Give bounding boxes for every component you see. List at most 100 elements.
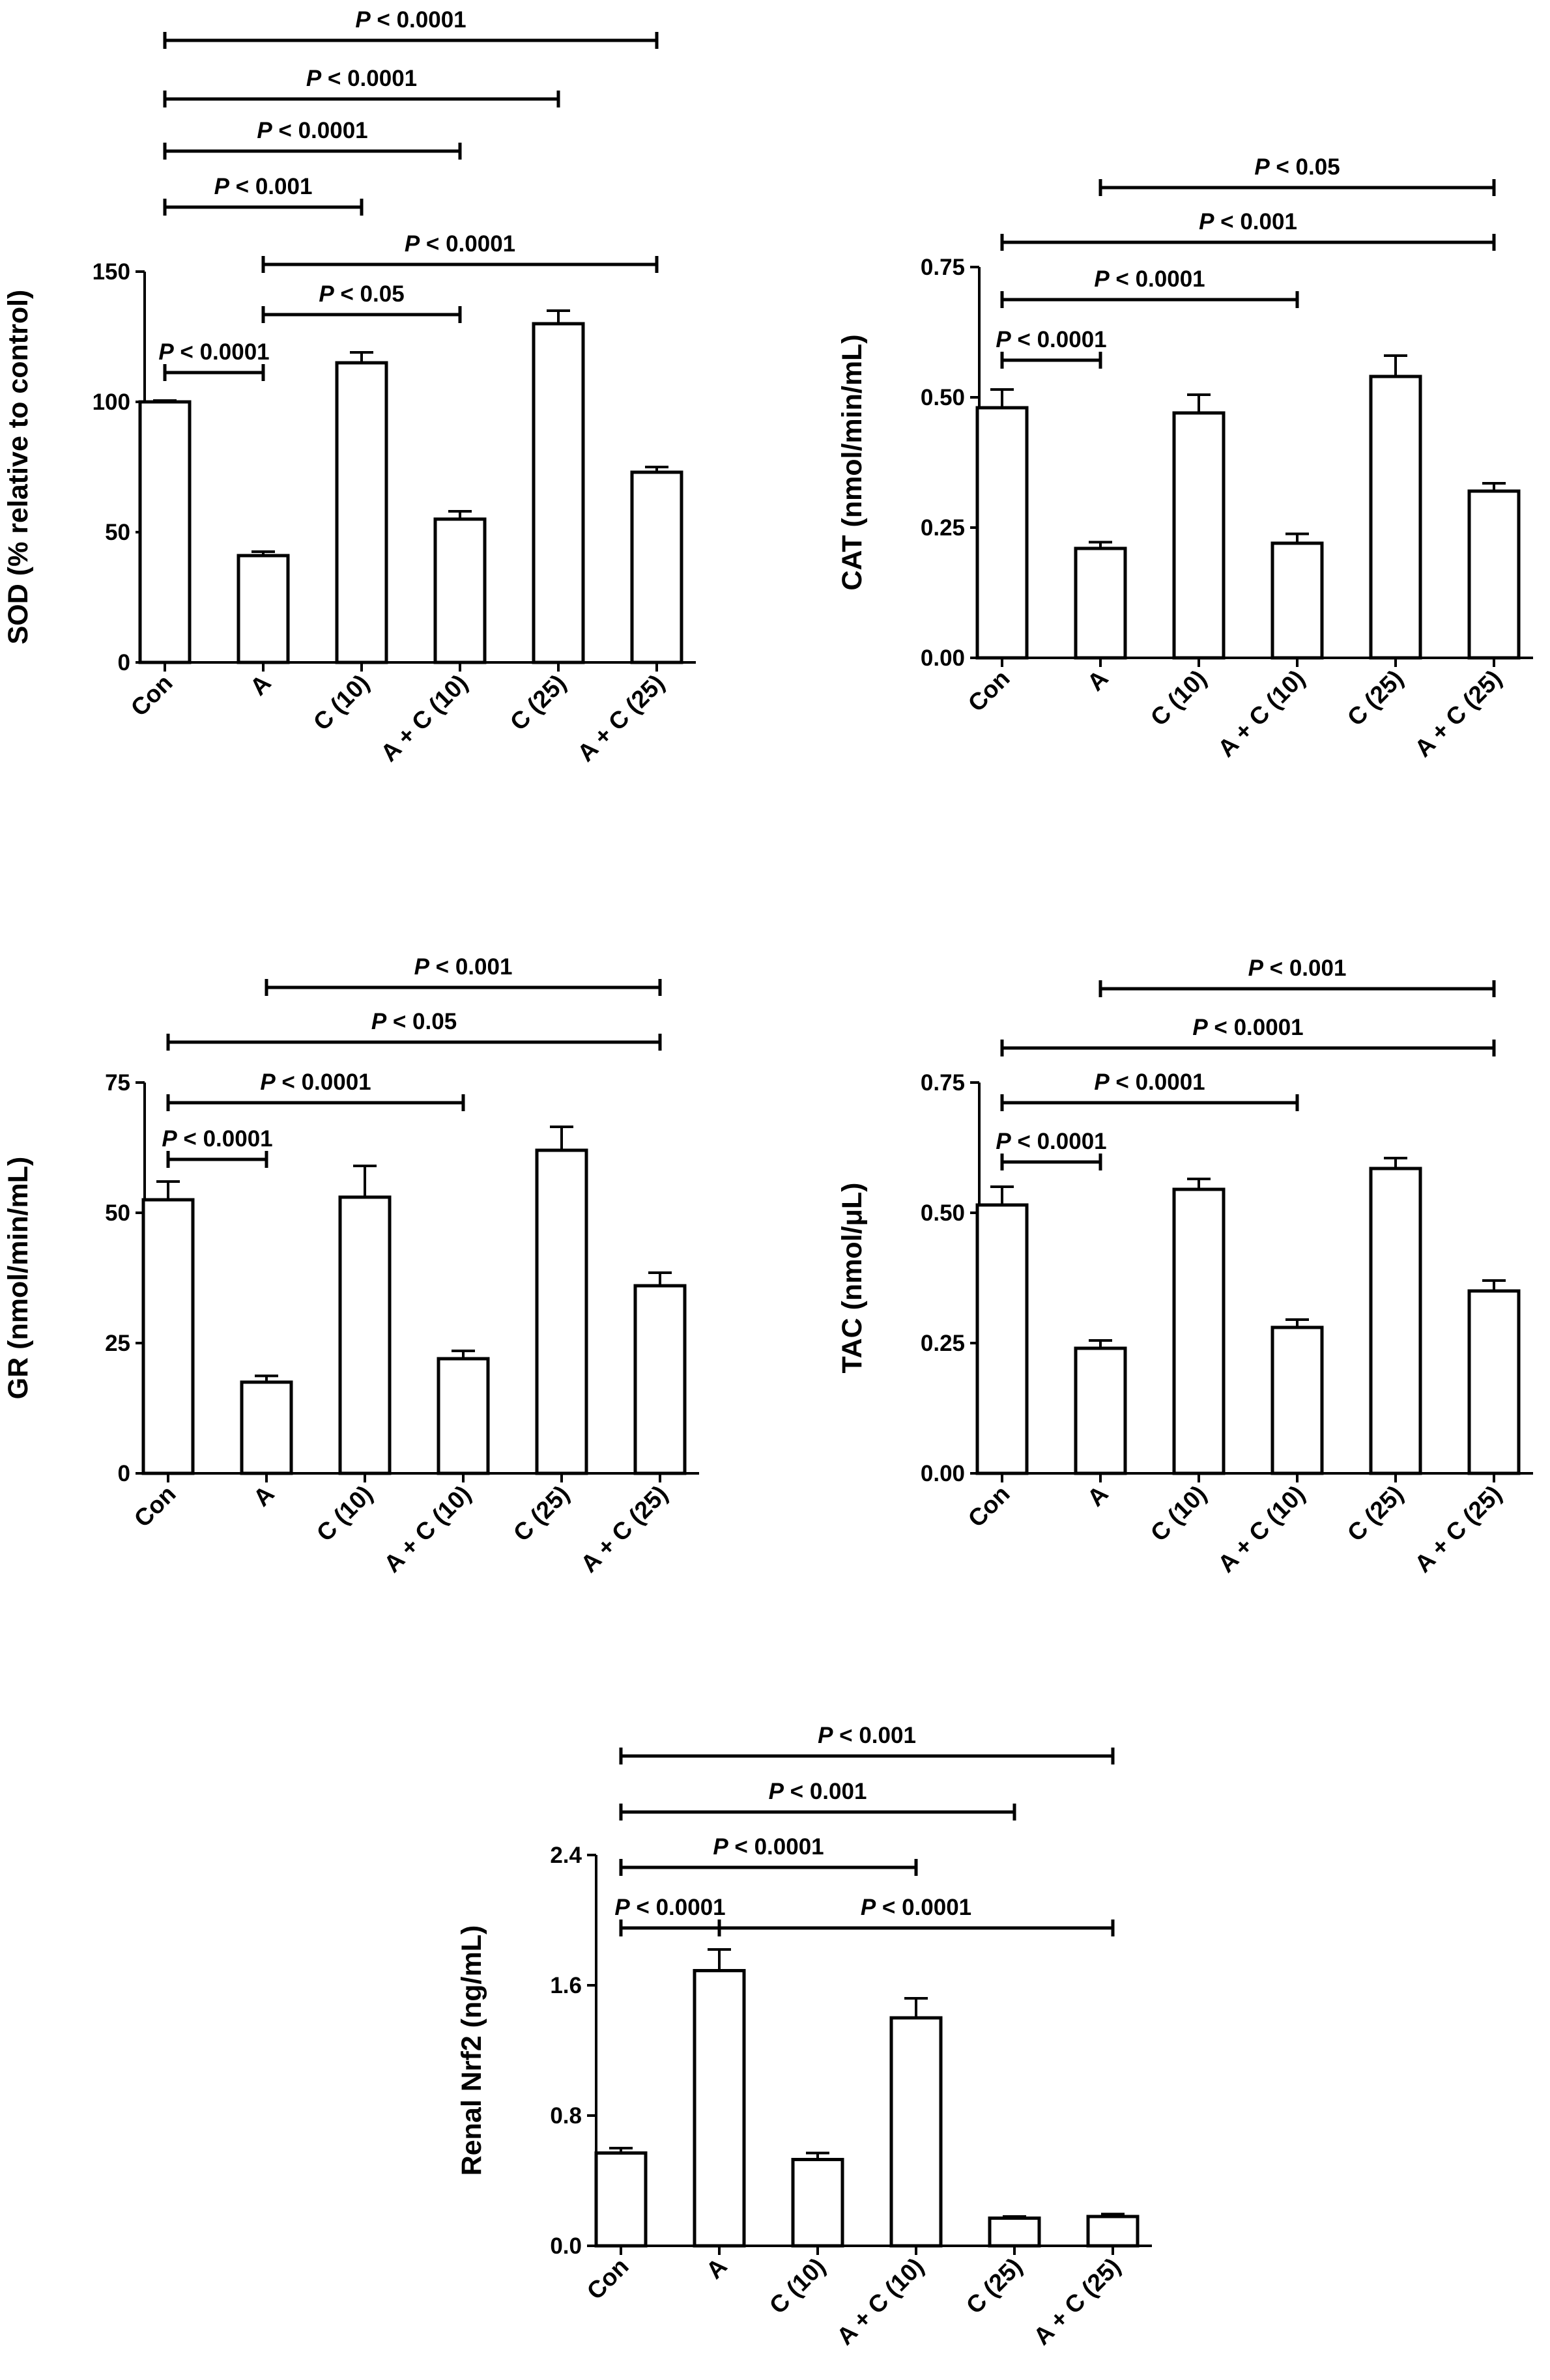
y-tick-label: 0.50: [921, 385, 965, 410]
bar: [988, 2217, 1041, 2248]
y-tick-label: 0.75: [921, 1070, 965, 1096]
bar: [1270, 541, 1324, 660]
category-label: C (10): [764, 2253, 831, 2319]
p-value-symbol: P: [162, 1126, 177, 1152]
p-value-symbol: P: [260, 1070, 276, 1095]
category-label: C (10): [1145, 665, 1212, 731]
bar: [693, 1969, 746, 2248]
category-label: A + C (10): [379, 1480, 476, 1578]
p-value-label: P < 0.0001: [260, 1070, 371, 1095]
category-label: C (25): [505, 670, 571, 736]
p-value-symbol: P: [414, 954, 430, 980]
p-value-symbol: P: [861, 1895, 876, 1920]
p-value-text: < 0.0001: [1011, 1129, 1107, 1154]
bar: [1074, 546, 1127, 660]
bar: [630, 470, 683, 664]
p-value-text: < 0.0001: [276, 1070, 371, 1095]
p-value-symbol: P: [1254, 154, 1270, 180]
p-value-text: < 0.0001: [174, 339, 270, 365]
p-value-text: < 0.0001: [321, 66, 417, 91]
p-value-text: < 0.0001: [177, 1126, 273, 1152]
p-value-text: < 0.001: [1214, 209, 1297, 234]
bar: [335, 361, 388, 664]
y-tick-label: 2.4: [550, 1843, 582, 1868]
category-label: A + C (25): [1028, 2253, 1125, 2350]
bar: [237, 554, 290, 664]
category-label: A + C (10): [1213, 665, 1310, 762]
y-tick-label: 150: [93, 259, 130, 285]
bar: [240, 1380, 293, 1475]
y-tick-label: 50: [105, 520, 130, 545]
category-label: Con: [126, 670, 178, 722]
p-value-symbol: P: [355, 7, 371, 33]
category-label: Con: [963, 1480, 1015, 1533]
bar: [975, 1203, 1029, 1475]
p-value-label: P < 0.0001: [614, 1895, 725, 1920]
y-tick-label: 0: [118, 1461, 130, 1486]
p-value-label: P < 0.001: [414, 954, 513, 980]
p-value-symbol: P: [319, 281, 334, 307]
category-label: Con: [129, 1480, 181, 1533]
y-tick-label: 0.00: [921, 1461, 965, 1486]
category-label: C (25): [508, 1480, 575, 1547]
bar: [338, 1195, 392, 1475]
category-label: C (10): [1145, 1480, 1212, 1547]
category-label: A + C (25): [1409, 1480, 1506, 1578]
bar: [1467, 489, 1521, 660]
p-value-label: P < 0.0001: [1094, 266, 1205, 292]
y-tick-label: 0.50: [921, 1200, 965, 1226]
p-value-label: P < 0.0001: [355, 7, 466, 33]
p-value-text: < 0.0001: [630, 1895, 726, 1920]
p-value-symbol: P: [371, 1009, 387, 1034]
y-tick-label: 0: [118, 650, 130, 675]
y-axis-label: SOD (% relative to control): [3, 290, 34, 645]
p-value-label: P < 0.0001: [257, 118, 367, 143]
y-tick-label: 0.00: [921, 645, 965, 671]
p-value-label: P < 0.001: [818, 1723, 916, 1748]
p-value-label: P < 0.05: [1254, 154, 1340, 180]
category-label: A + C (10): [375, 670, 472, 767]
p-value-symbol: P: [614, 1895, 630, 1920]
category-label: A: [245, 670, 276, 701]
chart-panel-1: 0 50 100 150 SOD (% relative to control) Con A…: [3, 7, 696, 767]
p-value-label: P < 0.05: [319, 281, 404, 307]
bar: [1074, 1346, 1127, 1475]
p-value-label: P < 0.0001: [996, 1129, 1106, 1154]
bar: [975, 406, 1029, 660]
p-value-label: P < 0.0001: [861, 1895, 971, 1920]
p-value-label: P < 0.001: [1199, 209, 1297, 234]
p-value-text: < 0.05: [334, 281, 405, 307]
p-value-label: P < 0.0001: [158, 339, 269, 365]
p-value-text: < 0.05: [386, 1009, 457, 1034]
p-value-label: P < 0.001: [1248, 956, 1347, 981]
p-value-label: P < 0.05: [371, 1009, 457, 1034]
p-value-label: P < 0.0001: [306, 66, 417, 91]
p-value-label: P < 0.0001: [1094, 1070, 1205, 1095]
p-value-symbol: P: [1094, 1070, 1110, 1095]
p-value-symbol: P: [1248, 956, 1264, 981]
p-value-text: < 0.0001: [272, 118, 368, 143]
y-tick-label: 0.0: [550, 2233, 582, 2259]
y-tick-label: 0.25: [921, 1331, 965, 1356]
p-value-symbol: P: [257, 118, 272, 143]
p-value-text: < 0.001: [1263, 956, 1346, 981]
p-value-symbol: P: [769, 1779, 784, 1804]
category-label: C (25): [1342, 665, 1409, 731]
bar: [141, 1198, 195, 1475]
p-value-text: < 0.001: [833, 1723, 915, 1748]
p-value-symbol: P: [158, 339, 174, 365]
category-label: Con: [963, 665, 1015, 717]
p-value-symbol: P: [818, 1723, 833, 1748]
chart-panel-5: 0.0 0.8 1.6 2.4 Renal Nrf2 (ng/mL) Con A C (10)…: [456, 1723, 1152, 2350]
bar: [1086, 2215, 1140, 2248]
category-label: A + C (10): [831, 2253, 928, 2350]
category-label: A: [1082, 1480, 1113, 1512]
p-value-text: < 0.0001: [371, 7, 466, 33]
category-label: C (25): [1342, 1480, 1409, 1547]
y-tick-label: 0.8: [550, 2103, 582, 2129]
p-value-text: < 0.001: [229, 174, 312, 199]
y-tick-label: 0.25: [921, 515, 965, 541]
